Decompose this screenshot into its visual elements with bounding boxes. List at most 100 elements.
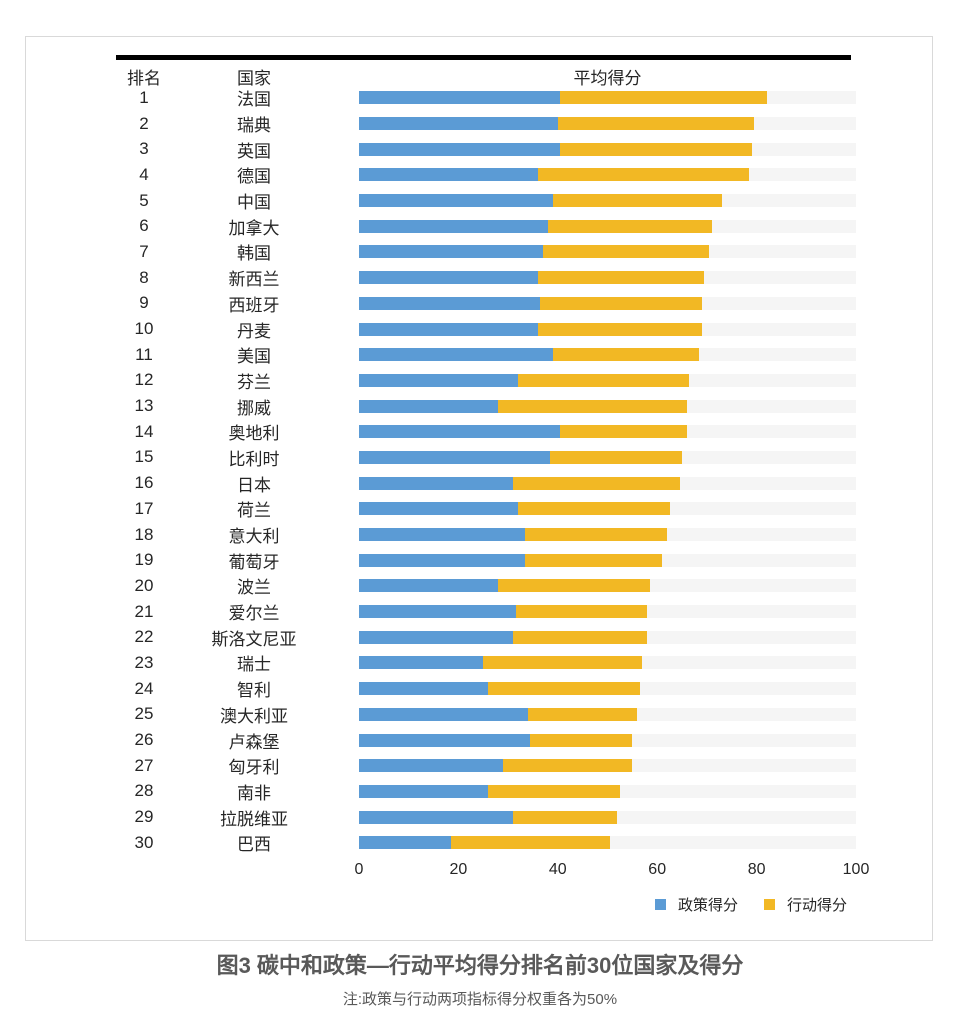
table-row: 22 斯洛文尼亚 <box>26 624 932 650</box>
policy-bar-segment <box>359 759 504 773</box>
action-bar-segment <box>552 194 722 208</box>
rank-value: 6 <box>139 216 149 236</box>
action-bar-segment <box>513 630 648 644</box>
table-row: 18 意大利 <box>26 522 932 548</box>
country-name: 芬兰 <box>237 372 271 392</box>
x-axis-tick: 60 <box>648 861 667 878</box>
country-name: 荷兰 <box>237 501 271 521</box>
figure-title: 图3 碳中和政策—行动平均得分排名前30位国家及得分 <box>216 953 744 978</box>
action-bar-segment <box>560 142 752 156</box>
bar-cell <box>359 348 856 362</box>
rank-value: 19 <box>134 550 154 570</box>
bar-cell <box>359 245 856 259</box>
rank-value: 23 <box>134 652 154 672</box>
x-axis: 0 20 40 60 80 100 <box>355 861 870 881</box>
policy-bar-segment <box>359 348 553 362</box>
bar-track <box>359 425 856 439</box>
action-bar-segment <box>537 322 702 336</box>
table-row: 16 日本 <box>26 470 932 496</box>
table-row: 8 新西兰 <box>26 265 932 291</box>
action-bar-segment <box>537 271 705 285</box>
country-name: 斯洛文尼亚 <box>211 629 297 649</box>
bar-cell <box>359 450 856 464</box>
action-bar-segment <box>540 296 702 310</box>
bar-track <box>359 373 856 387</box>
bar-track <box>359 836 856 850</box>
policy-bar-segment <box>359 630 514 644</box>
bar-track <box>359 194 856 208</box>
bar-track <box>359 759 856 773</box>
bar-track <box>359 322 856 336</box>
policy-bar-segment <box>359 733 531 747</box>
rank-value: 21 <box>134 601 154 621</box>
rank-value: 22 <box>134 627 154 647</box>
bar-track <box>359 784 856 798</box>
rank-value: 5 <box>139 190 149 210</box>
action-bar-segment <box>542 245 710 259</box>
country-name: 比利时 <box>228 449 280 469</box>
bar-track <box>359 117 856 131</box>
bar-cell <box>359 271 856 285</box>
action-bar-segment <box>525 528 668 542</box>
country-name: 波兰 <box>237 578 271 598</box>
country-name: 挪威 <box>237 398 271 418</box>
bar-track <box>359 271 856 285</box>
action-bar-segment <box>550 450 683 464</box>
policy-bar-segment <box>359 553 526 567</box>
bar-cell <box>359 117 856 131</box>
rank-value: 20 <box>134 575 154 595</box>
table-row: 12 芬兰 <box>26 368 932 394</box>
country-name: 意大利 <box>228 527 280 547</box>
bar-track <box>359 245 856 259</box>
bar-track <box>359 399 856 413</box>
bar-track <box>359 142 856 156</box>
country-name: 南非 <box>237 783 271 803</box>
country-name: 匈牙利 <box>228 758 280 778</box>
table-row: 3 英国 <box>26 136 932 162</box>
table-row: 21 爱尔兰 <box>26 599 932 625</box>
policy-bar-segment <box>359 296 541 310</box>
table-row: 14 奥地利 <box>26 419 932 445</box>
policy-bar-segment <box>359 168 538 182</box>
country-name: 澳大利亚 <box>220 706 288 726</box>
policy-bar-segment <box>359 579 499 593</box>
table-row: 11 美国 <box>26 342 932 368</box>
bar-cell <box>359 322 856 336</box>
action-bar-segment <box>552 348 700 362</box>
chart-legend: 政策得分 行动得分 <box>654 894 847 915</box>
bar-track <box>359 707 856 721</box>
policy-bar-segment <box>359 219 548 233</box>
rank-value: 29 <box>134 807 154 827</box>
bar-track <box>359 528 856 542</box>
rank-value: 4 <box>139 164 149 184</box>
action-bar-segment <box>527 707 638 721</box>
table-row: 9 西班牙 <box>26 291 932 317</box>
table-top-rule <box>116 55 851 60</box>
table-row: 23 瑞士 <box>26 650 932 676</box>
country-name: 美国 <box>237 347 271 367</box>
country-name: 奥地利 <box>228 424 280 444</box>
country-name: 中国 <box>237 193 271 213</box>
action-bar-segment <box>530 733 633 747</box>
rank-value: 18 <box>134 524 154 544</box>
table-row: 10 丹麦 <box>26 316 932 342</box>
column-header-score: 平均得分 <box>573 69 642 88</box>
action-bar-segment <box>488 784 620 798</box>
country-name: 日本 <box>237 475 271 495</box>
bar-cell <box>359 91 856 105</box>
x-axis-tick: 20 <box>449 861 468 878</box>
x-axis-tick: 40 <box>548 861 567 878</box>
policy-bar-segment <box>359 502 519 516</box>
bar-cell <box>359 373 856 387</box>
policy-bar-segment <box>359 528 526 542</box>
bar-cell <box>359 630 856 644</box>
bar-cell <box>359 810 856 824</box>
rank-value: 28 <box>134 781 154 801</box>
bar-track <box>359 682 856 696</box>
policy-bar-segment <box>359 707 528 721</box>
action-bar-segment <box>560 425 688 439</box>
bar-cell <box>359 553 856 567</box>
action-bar-segment <box>560 91 767 105</box>
table-row: 27 匈牙利 <box>26 753 932 779</box>
country-name: 拉脱维亚 <box>220 809 288 829</box>
